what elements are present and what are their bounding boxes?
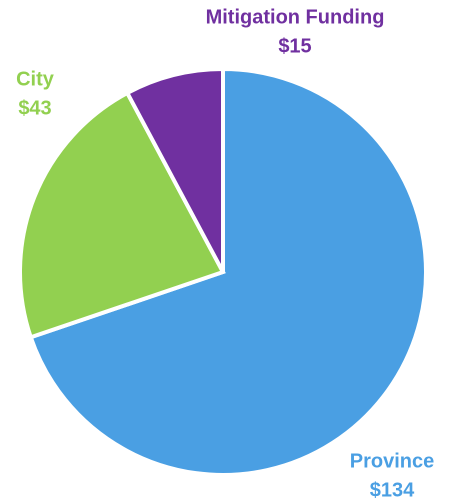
- slice-label: City: [16, 68, 55, 90]
- pie-slice: [124, 66, 225, 273]
- value-label: $15: [278, 35, 311, 57]
- slice-label: Mitigation Funding: [206, 6, 385, 28]
- value-label: $134: [370, 479, 415, 501]
- pie-slice: [28, 66, 428, 477]
- slice-label: Province: [350, 450, 434, 472]
- value-label: $43: [18, 97, 51, 119]
- pie-slice: [18, 90, 226, 340]
